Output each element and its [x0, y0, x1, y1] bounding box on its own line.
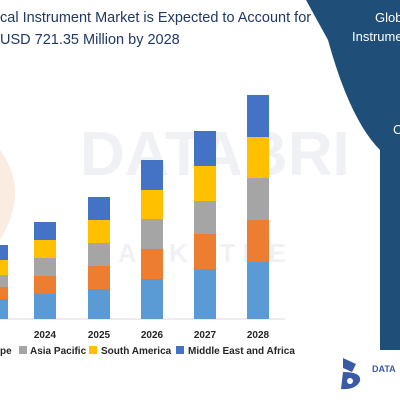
- legend-label-3: Middle East and Africa: [188, 346, 295, 357]
- bar-segment-2024-1: [34, 276, 56, 294]
- chart-title-line1: cal Instrument Market is Expected to Acc…: [0, 10, 311, 26]
- watermark-logo-icon: [0, 150, 15, 240]
- logo-dot: [347, 378, 353, 384]
- side-panel-fragment: C: [393, 122, 400, 137]
- logo-text: DATA: [372, 364, 396, 374]
- x-tick-label-2026: 2026: [141, 330, 164, 341]
- legend-swatch-1: [19, 346, 27, 354]
- bar-segment-2028-2: [247, 178, 269, 220]
- x-tick-label-2024: 2024: [34, 330, 57, 341]
- legend-label-0: pe: [0, 346, 12, 357]
- side-panel-line1: Glob: [375, 10, 400, 25]
- legend-swatch-2: [89, 346, 97, 354]
- bar-segment-2025-3: [88, 220, 110, 243]
- bar-segment-2027-0: [194, 269, 216, 319]
- legend: pe Asia Pacific South America Middle East a…: [0, 346, 295, 357]
- bar-segment-2026-0: [141, 279, 163, 319]
- bar-segment-3-1: [0, 287, 8, 299]
- bar-segment-2026-4: [141, 160, 163, 190]
- bar-segment-2026-3: [141, 190, 163, 219]
- bar-segment-2028-3: [247, 137, 269, 178]
- bar-segment-2025-4: [88, 197, 110, 220]
- bar-segment-2027-2: [194, 201, 216, 234]
- bar-segment-2024-0: [34, 294, 56, 319]
- bar-segment-2028-4: [247, 95, 269, 137]
- bar-segment-3-4: [0, 245, 8, 260]
- bar-segment-2024-3: [34, 240, 56, 258]
- company-logo: DATA: [336, 350, 400, 400]
- bar-segment-2028-0: [247, 262, 269, 319]
- bar-segment-2027-3: [194, 166, 216, 201]
- bar-segment-3-0: [0, 299, 8, 319]
- bar-segment-2025-1: [88, 266, 110, 289]
- bar-segment-2027-4: [194, 131, 216, 166]
- legend-swatch-3: [176, 346, 184, 354]
- x-tick-label-2027: 2027: [194, 330, 217, 341]
- x-tick-label-2028: 2028: [247, 330, 270, 341]
- bar-segment-2024-4: [34, 222, 56, 240]
- bar-segment-2027-1: [194, 234, 216, 269]
- bars-group: [0, 95, 269, 319]
- bar-segment-2024-2: [34, 258, 56, 276]
- x-tick-label-2025: 2025: [88, 330, 111, 341]
- x-tick-labels: 320242025202620272028: [0, 330, 270, 341]
- legend-label-2: South America: [101, 346, 172, 357]
- bar-segment-2028-1: [247, 220, 269, 262]
- side-panel-line2: Instrume: [352, 29, 400, 44]
- databridge-logo-icon: [341, 358, 361, 390]
- bar-segment-2026-2: [141, 219, 163, 249]
- bar-segment-2026-1: [141, 249, 163, 279]
- bar-segment-3-2: [0, 275, 8, 287]
- bar-segment-2025-2: [88, 243, 110, 266]
- bar-segment-2025-0: [88, 289, 110, 319]
- bar-segment-3-3: [0, 260, 8, 275]
- chart-title-line2: USD 721.35 Million by 2028: [0, 32, 180, 48]
- legend-label-1: Asia Pacific: [30, 346, 87, 357]
- side-panel: Glob Instrume C: [306, 0, 400, 400]
- side-panel-shape: [306, 0, 400, 400]
